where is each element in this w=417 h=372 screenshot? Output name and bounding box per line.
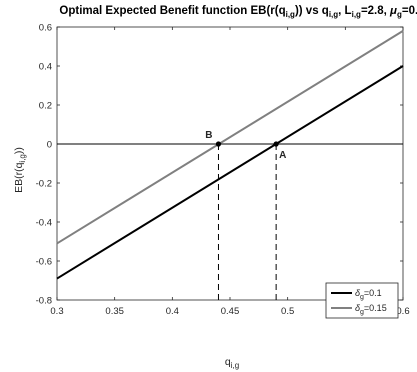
y-tick-label: -0.4 xyxy=(36,218,52,229)
y-tick-label: -0.2 xyxy=(36,179,52,190)
series-line-2 xyxy=(56,30,404,245)
legend: δg=0.1 δg=0.15 xyxy=(325,282,399,319)
title-part-main: Optimal Expected Benefit function EB(r(q xyxy=(59,5,285,17)
x-tick-label: 0.4 xyxy=(166,306,179,317)
plot-area: AB xyxy=(56,26,404,301)
x-axis-label-sub: i,g xyxy=(231,361,239,370)
title-sub-4: g xyxy=(397,10,402,19)
title-mu: μ xyxy=(389,5,397,17)
legend-label-series-2-name: δ xyxy=(355,303,361,313)
title-part-mid3: =2.8, xyxy=(361,5,390,17)
y-axis-label-tail: )) xyxy=(13,147,25,154)
x-axis-label: qi,g xyxy=(225,356,239,370)
legend-label-series-2-tail: =0.15 xyxy=(364,303,387,313)
series-line-1 xyxy=(56,65,404,280)
x-tick-label: 0.6 xyxy=(396,306,409,317)
y-tick-label: -0.8 xyxy=(36,296,52,307)
title-part-mid2: , L xyxy=(338,5,351,17)
y-tick-label: 0.2 xyxy=(39,101,52,112)
point-marker-a xyxy=(273,141,279,147)
legend-box xyxy=(325,282,399,319)
x-tick-label: 0.35 xyxy=(105,306,124,317)
y-axis-label-main: EB(r(q xyxy=(13,162,25,192)
legend-label-series-2: δg=0.15 xyxy=(355,303,387,316)
y-tick-label: 0 xyxy=(47,140,52,151)
point-label-a: A xyxy=(279,150,286,161)
y-tick-label: 0.4 xyxy=(39,62,52,73)
y-axis-label: EB(r(qi,g)) xyxy=(13,147,27,193)
title-sub-2: i,g xyxy=(329,10,338,19)
legend-label-series-2-sub: g xyxy=(360,309,364,316)
point-marker-b xyxy=(215,141,222,147)
x-tick-label: 0.45 xyxy=(221,306,240,317)
y-tick-labels: -0.8 -0.6 -0.4 -0.2 0 0.2 0.4 0.6 xyxy=(36,23,52,307)
title-part-mid: )) vs q xyxy=(295,5,329,17)
title-sub-1: i,g xyxy=(286,10,295,19)
title-sub-3: i,g xyxy=(352,10,361,19)
x-tick-label: 0.5 xyxy=(281,306,294,317)
legend-label-series-1-tail: =0.1 xyxy=(364,288,382,298)
plot-frame xyxy=(56,26,404,301)
chart-title: Optimal Expected Benefit function EB(r(q… xyxy=(59,5,417,19)
title-part-tail: =0.1 xyxy=(402,5,417,17)
legend-label-series-1-sub: g xyxy=(360,294,364,301)
legend-label-series-1-name: δ xyxy=(355,288,361,298)
x-tick-label: 0.3 xyxy=(50,306,63,317)
y-tick-label: 0.6 xyxy=(39,23,52,34)
y-tick-label: -0.6 xyxy=(36,257,52,268)
x-axis-label-main: q xyxy=(225,356,231,368)
point-label-b: B xyxy=(205,130,212,141)
y-axis-label-sub: i,g xyxy=(18,154,27,162)
legend-label-series-1: δg=0.1 xyxy=(355,288,382,301)
